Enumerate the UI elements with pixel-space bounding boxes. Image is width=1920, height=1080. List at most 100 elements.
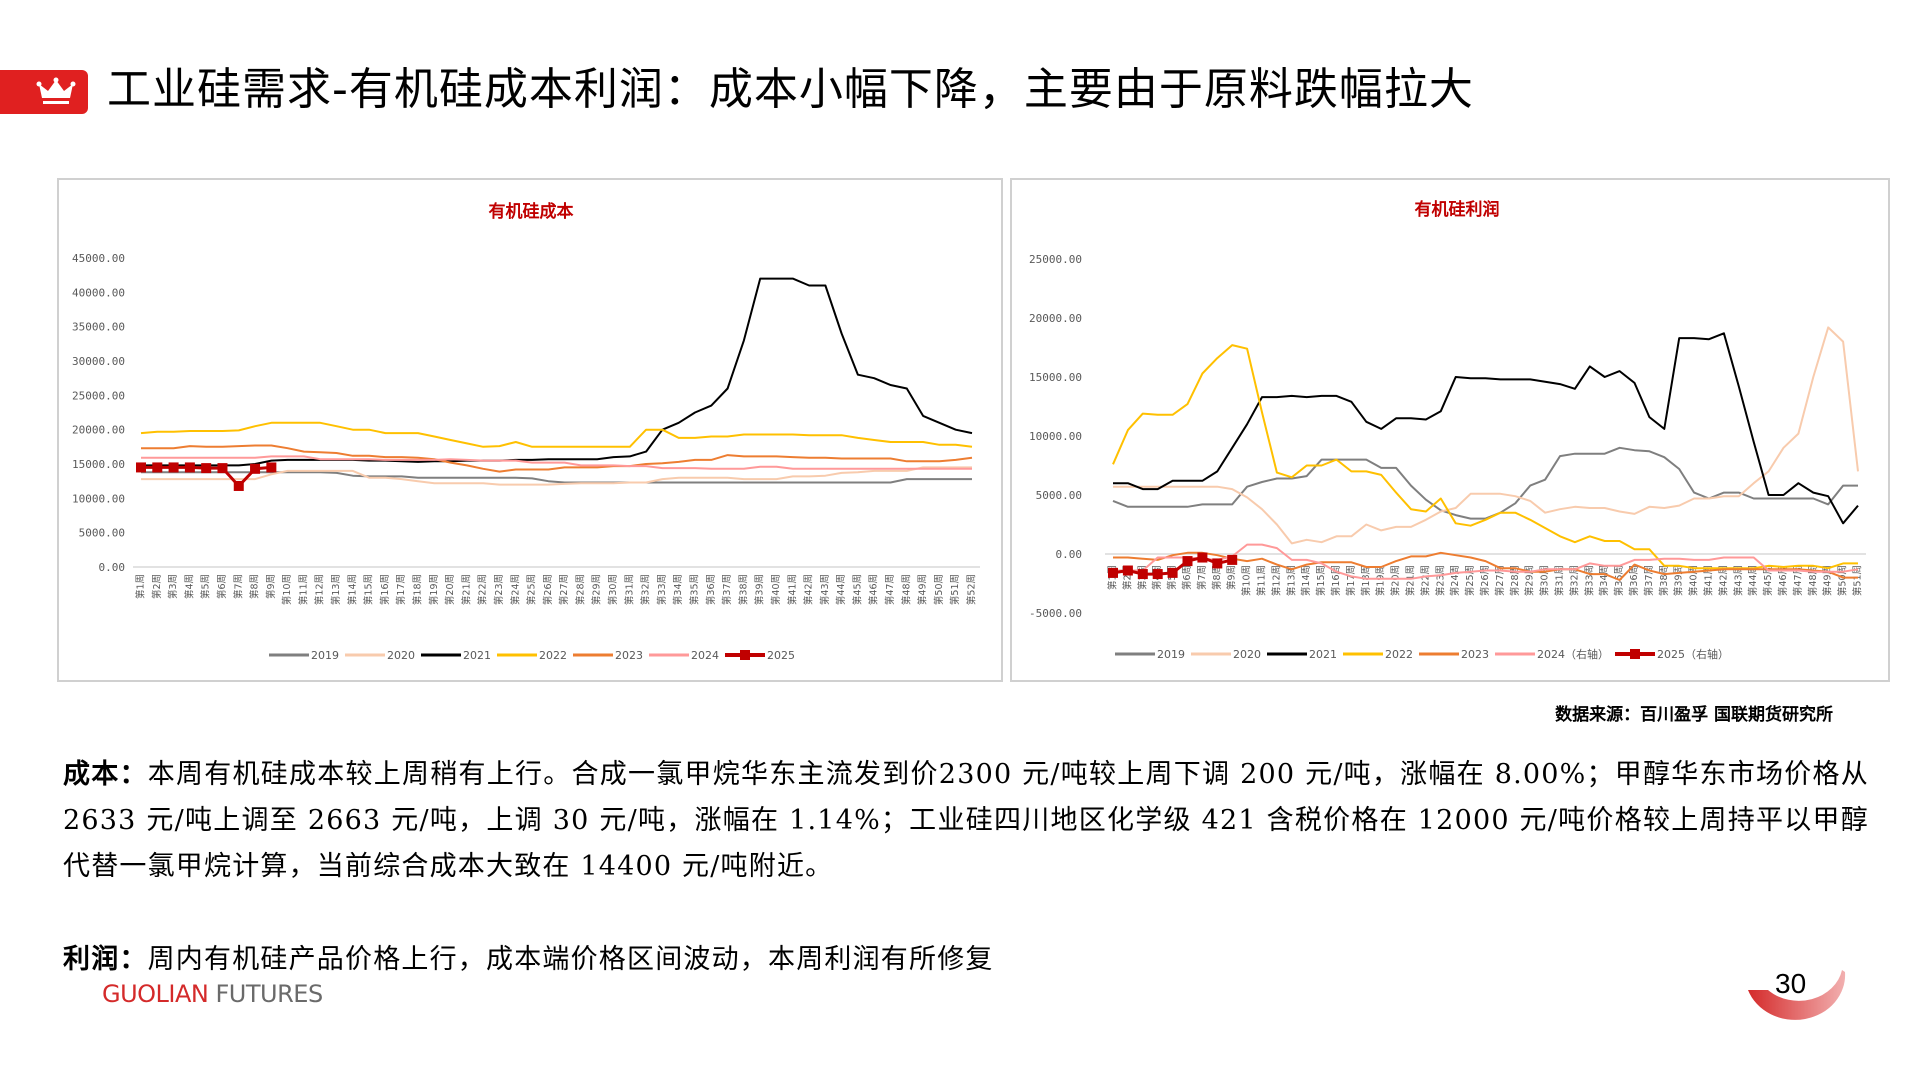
x-tick-label: 第9周	[265, 574, 277, 599]
y-tick-label: -5000.00	[1029, 607, 1082, 620]
y-tick-label: 5000.00	[79, 527, 125, 540]
page-title: 工业硅需求-有机硅成本利润：成本小幅下降，主要由于原料跌幅拉大	[107, 64, 1474, 115]
x-tick-label: 第34周	[672, 574, 684, 605]
logo-futures: FUTURES	[208, 980, 324, 1008]
series-line-2020	[141, 466, 972, 486]
series-marker-2025	[1227, 554, 1238, 565]
x-tick-label: 第28周	[1509, 565, 1521, 596]
legend-label: 2025（右轴）	[1657, 647, 1729, 661]
series-marker-2025	[201, 463, 212, 474]
x-tick-label: 第14周	[1300, 565, 1312, 596]
x-tick-label: 第13周	[330, 574, 342, 605]
x-tick-label: 第27周	[558, 574, 570, 605]
series-marker-2025	[152, 462, 163, 473]
x-tick-label: 第48周	[900, 574, 912, 605]
series-marker-2025	[233, 480, 244, 491]
x-tick-label: 第25周	[1464, 565, 1476, 596]
x-tick-label: 第24周	[509, 574, 521, 605]
legend-label: 2021	[1309, 648, 1337, 661]
series-line-2021	[141, 277, 973, 467]
y-tick-label: 15000.00	[1029, 371, 1082, 384]
x-tick-label: 第36周	[1628, 565, 1640, 596]
x-tick-label: 第7周	[232, 574, 244, 599]
x-tick-label: 第9周	[1226, 565, 1238, 590]
x-tick-label: 第1周	[135, 574, 147, 599]
x-tick-label: 第16周	[379, 574, 391, 605]
profit-label: 利润：	[63, 944, 148, 975]
crown-icon	[36, 77, 76, 104]
y-tick-label: 20000.00	[1029, 312, 1082, 325]
x-tick-label: 第41周	[786, 574, 798, 605]
x-tick-label: 第48周	[1807, 565, 1819, 596]
series-marker-2025	[217, 463, 228, 474]
x-tick-label: 第34周	[1598, 565, 1610, 596]
x-tick-label: 第44周	[835, 574, 847, 605]
x-tick-label: 第31周	[623, 574, 635, 605]
cost-paragraph: 成本：本周有机硅成本较上周稍有上行。合成一氯甲烷华东主流发到价2300 元/吨较…	[63, 752, 1869, 890]
x-tick-label: 第47周	[884, 574, 896, 605]
series-marker-2025	[1182, 556, 1193, 567]
series-marker-2025	[1122, 565, 1133, 576]
y-tick-label: 10000.00	[1029, 430, 1082, 443]
x-tick-label: 第2周	[151, 574, 163, 599]
x-tick-label: 第51周	[1852, 565, 1864, 596]
y-tick-label: 10000.00	[72, 492, 125, 505]
x-tick-label: 第35周	[689, 574, 701, 605]
x-tick-label: 第5周	[200, 574, 212, 599]
profit-chart: 有机硅利润 -5000.00 0.00 5000.00 10000.00 15000.00…	[1010, 178, 1890, 682]
cost-chart: 有机硅成本 0.00 5000.00 10000.00 15000.00 20000.00…	[57, 178, 1003, 682]
x-tick-label: 第8周	[1211, 565, 1223, 590]
x-tick-label: 第40周	[1688, 565, 1700, 596]
x-tick-label: 第8周	[249, 574, 261, 599]
chart-title: 有机硅利润	[1415, 199, 1500, 220]
x-tick-label: 第18周	[412, 574, 424, 605]
x-tick-label: 第23周	[493, 574, 505, 605]
series-line-2023	[141, 444, 973, 473]
profit-chart-svg: 有机硅利润 -5000.00 0.00 5000.00 10000.00 15000.00…	[1029, 199, 1866, 661]
chart-title: 有机硅成本	[489, 201, 574, 222]
x-tick-label: 第30周	[1539, 565, 1551, 596]
series-marker-2025	[184, 462, 195, 473]
x-tick-label: 第28周	[574, 574, 586, 605]
x-tick-label: 第46周	[1777, 565, 1789, 596]
data-source: 数据来源：百川盈孚 国联期货研究所	[1555, 705, 1833, 725]
x-tick-label: 第27周	[1494, 565, 1506, 596]
x-tick-label: 第32周	[640, 574, 652, 605]
x-tick-label: 第29周	[1524, 565, 1536, 596]
cost-label: 成本：	[63, 759, 148, 790]
x-tick-label: 第13周	[1285, 565, 1297, 596]
x-tick-label: 第33周	[656, 574, 668, 605]
x-tick-label: 第45周	[851, 574, 863, 605]
x-tick-label: 第22周	[1419, 565, 1431, 596]
x-tick-label: 第25周	[526, 574, 538, 605]
x-tick-label: 第29周	[591, 574, 603, 605]
series-marker-2025	[1197, 552, 1208, 563]
series-line-2024	[1113, 543, 1859, 580]
x-tick-label: 第3周	[167, 574, 179, 599]
series-line-2019	[141, 471, 972, 484]
x-tick-label: 第19周	[428, 574, 440, 605]
header-badge	[0, 70, 88, 114]
series-marker-2025	[1152, 569, 1163, 580]
x-tick-label: 第30周	[607, 574, 619, 605]
company-logo: GUOLIAN FUTURES	[102, 980, 323, 1008]
x-tick-label: 第4周	[183, 574, 195, 599]
x-tick-label: 第20周	[1390, 565, 1402, 596]
x-tick-label: 第39周	[1673, 565, 1685, 596]
series-line-2024	[141, 455, 972, 470]
x-tick-label: 第10周	[281, 574, 293, 605]
x-tick-label: 第49周	[917, 574, 929, 605]
x-tick-label: 第49周	[1822, 565, 1834, 596]
series-marker-2025	[1212, 558, 1223, 569]
series-marker-2025	[168, 462, 179, 473]
x-tick-label: 第18周	[1360, 565, 1372, 596]
legend-label: 2021	[463, 649, 491, 662]
profit-paragraph: 利润：周内有机硅产品价格上行，成本端价格区间波动，本周利润有所修复	[63, 937, 1869, 983]
x-tick-label: 第38周	[1658, 565, 1670, 596]
legend-label: 2025	[767, 649, 795, 662]
y-tick-label: 25000.00	[1029, 253, 1082, 266]
legend-label: 2022	[1385, 648, 1413, 661]
y-tick-label: 20000.00	[72, 424, 125, 437]
series-line-2022	[140, 421, 973, 448]
legend-label: 2024（右轴）	[1537, 647, 1609, 661]
